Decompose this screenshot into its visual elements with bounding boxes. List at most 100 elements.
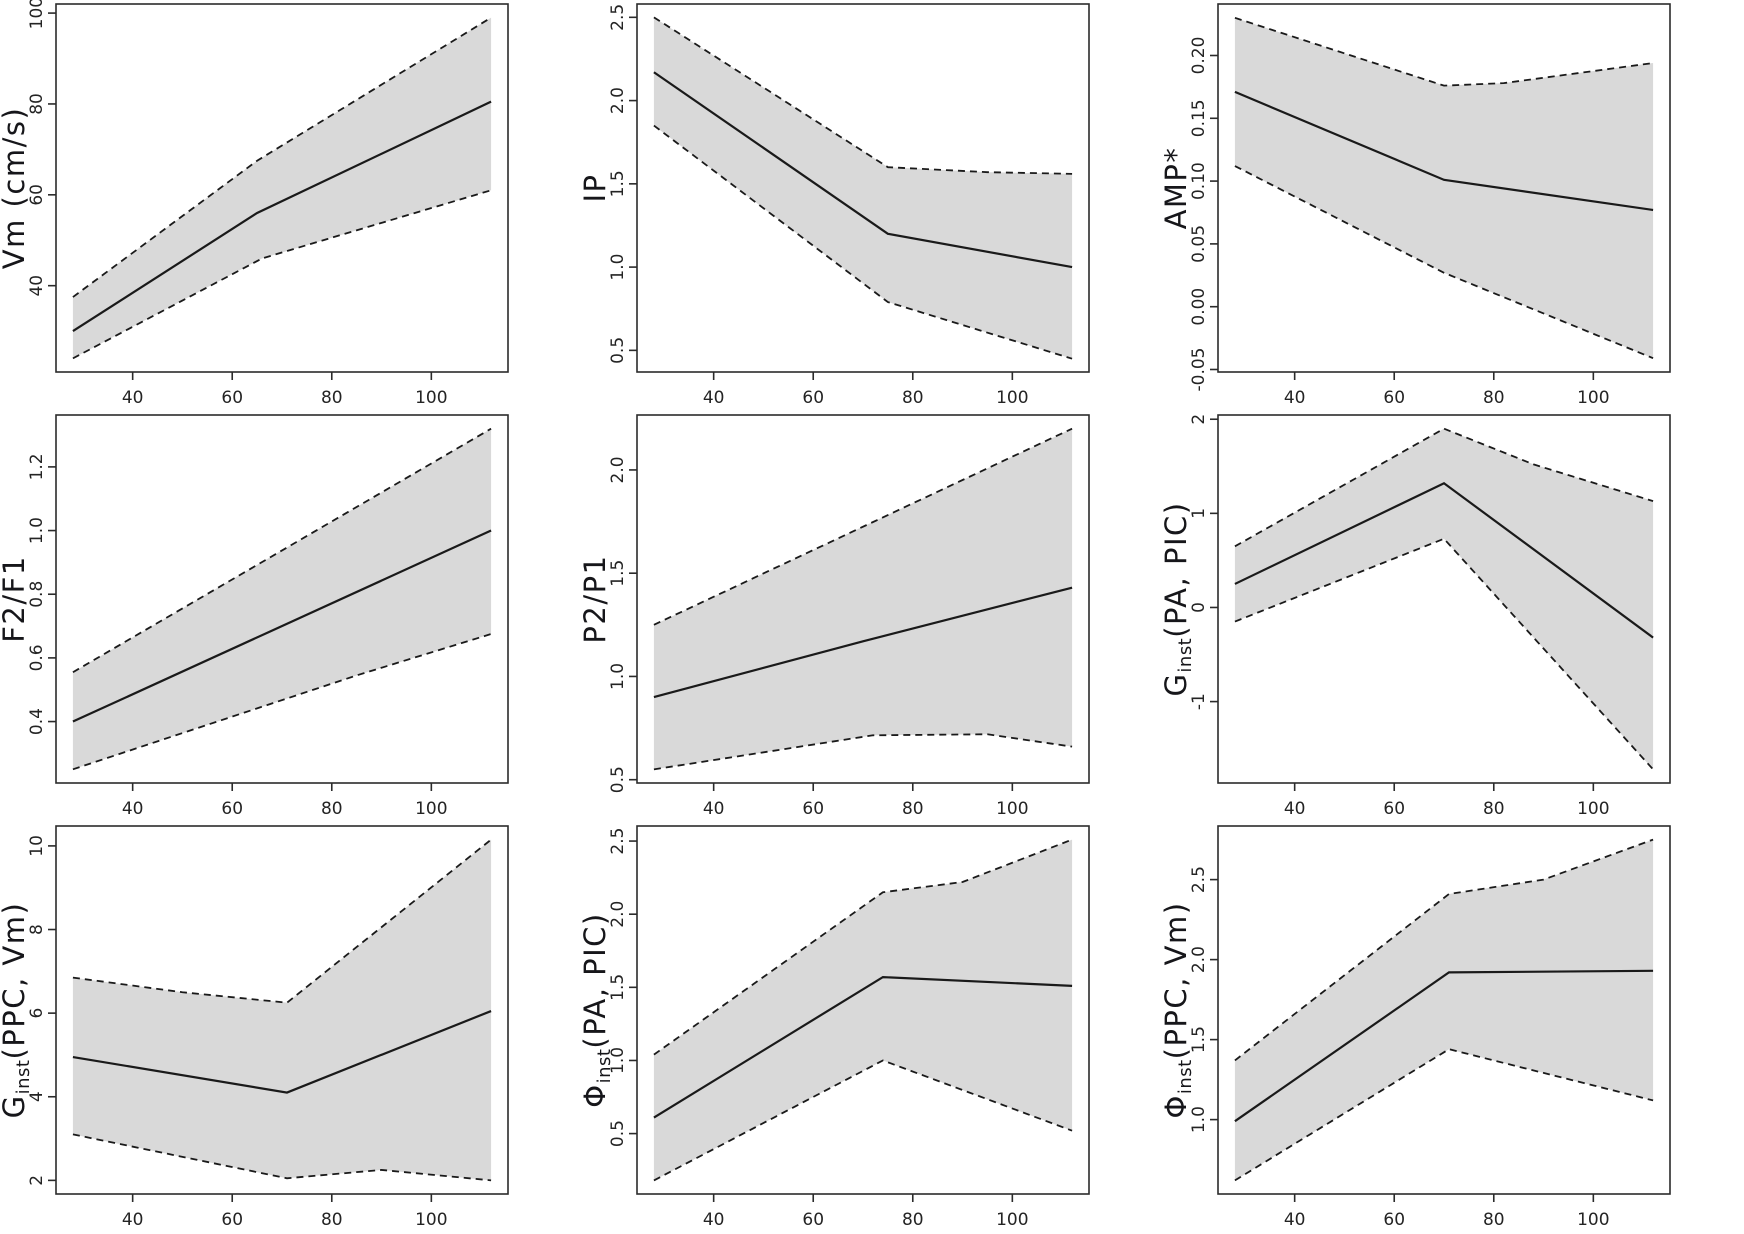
lower_ci-line xyxy=(653,1059,1073,1182)
y-tick-label: 0.6 xyxy=(27,644,47,671)
mean-line xyxy=(72,529,492,723)
y-tick-label: 2.0 xyxy=(1189,946,1209,973)
mean-line xyxy=(72,100,492,333)
mean-line xyxy=(653,975,1073,1119)
mean-line xyxy=(653,586,1073,699)
y-tick-label: 0.5 xyxy=(608,766,628,793)
x-tick-label: 40 xyxy=(703,799,725,819)
x-tick-label: 40 xyxy=(703,1210,725,1230)
y-tick-label: 2.0 xyxy=(608,901,628,928)
y-tick-label: 1.5 xyxy=(608,560,628,587)
y-tick-label: 0.10 xyxy=(1189,162,1209,200)
y-axis-title: Φinst(PPC, Vm) xyxy=(1162,901,1196,1118)
y-tick-label: 8 xyxy=(27,924,47,935)
x-tick-label: 40 xyxy=(1284,799,1306,819)
x-tick-label: 60 xyxy=(221,1210,243,1230)
upper_ci-line xyxy=(1234,427,1654,548)
y-tick-label: 4 xyxy=(27,1091,47,1102)
panel-phi-pa-pic: 40 60 80 100 0.5 1.0 1.5 2.0 2.5 Φinst(PA, PIC) xyxy=(581,822,1162,1234)
p2p1-chart: 40 60 80 100 0.5 1.0 1.5 2.0 P2/P1 xyxy=(581,414,1090,819)
plot-box xyxy=(636,825,1090,1195)
lower_ci-line xyxy=(72,189,492,360)
y-tick-label: 2.0 xyxy=(608,87,628,114)
confidence-band xyxy=(653,428,1073,770)
x-tick-label: 80 xyxy=(1483,1210,1505,1230)
lower_ci-line xyxy=(1234,165,1654,360)
y-tick-label: 60 xyxy=(27,184,47,206)
g-pa-pic-chart: 40 60 80 100 -1 0 1 2 Ginst(PA, PIC) xyxy=(1162,414,1671,819)
lower_ci-line xyxy=(1234,537,1654,770)
plot-box xyxy=(55,414,509,784)
confidence-band xyxy=(72,17,492,359)
y-axis-title: Ginst(PA, PIC) xyxy=(1162,501,1196,696)
x-tick-label: 100 xyxy=(996,1210,1028,1230)
panel-amp: 40 60 80 100 -0.05 0.00 0.05 0.10 0.15 0.20 AMP* xyxy=(1162,0,1744,411)
x-tick-label: 100 xyxy=(1577,799,1609,819)
x-tick-label: 60 xyxy=(1383,1210,1405,1230)
confidence-band xyxy=(653,839,1073,1181)
y-tick-label: 0.05 xyxy=(1189,225,1209,263)
y-tick-label: 10 xyxy=(27,835,47,857)
y-axis-title: P2/P1 xyxy=(581,554,612,643)
panel-ip: 40 60 80 100 0.5 1.0 1.5 2.0 2.5 IP xyxy=(581,0,1162,411)
y-tick-label: -1 xyxy=(1189,693,1209,710)
x-tick-label: 40 xyxy=(122,1210,144,1230)
mean-line xyxy=(1234,481,1654,639)
y-tick-label: 0.4 xyxy=(27,708,47,735)
plot-box xyxy=(1217,3,1671,373)
panel-vm: 40 60 80 100 40 60 80 100 Vm (cm/s) xyxy=(0,0,581,411)
g-ppc-vm-chart: 40 60 80 100 2 4 6 8 10 Ginst(PPC, Vm) xyxy=(0,825,509,1230)
y-tick-label: 0.8 xyxy=(27,581,47,608)
x-tick-label: 80 xyxy=(902,388,924,408)
confidence-band xyxy=(1234,839,1654,1181)
lower_ci-line xyxy=(653,124,1073,360)
y-axis-title: Φinst(PA, PIC) xyxy=(581,912,615,1107)
y-tick-label: 2 xyxy=(27,1175,47,1186)
y-tick-label: 0.5 xyxy=(608,337,628,364)
f2f1-chart: 40 60 80 100 0.4 0.6 0.8 1.0 1.2 F2/F1 xyxy=(0,414,509,819)
y-tick-label: -0.05 xyxy=(1189,347,1209,391)
y-tick-label: 1.5 xyxy=(1189,1026,1209,1053)
y-tick-label: 100 xyxy=(27,0,47,29)
amp-chart: 40 60 80 100 -0.05 0.00 0.05 0.10 0.15 0.20 AMP* xyxy=(1162,3,1671,408)
y-tick-label: 0.5 xyxy=(608,1120,628,1147)
y-tick-label: 2.0 xyxy=(608,456,628,483)
y-tick-label: 0.15 xyxy=(1189,99,1209,137)
phi-ppc-vm-chart: 40 60 80 100 1.0 1.5 2.0 2.5 Φinst(PPC, Vm) xyxy=(1162,825,1671,1230)
y-tick-label: 1.0 xyxy=(608,1047,628,1074)
ip-chart: 40 60 80 100 0.5 1.0 1.5 2.0 2.5 IP xyxy=(581,3,1090,408)
y-tick-label: 1.0 xyxy=(1189,1106,1209,1133)
confidence-band xyxy=(1234,428,1654,770)
x-tick-label: 60 xyxy=(221,388,243,408)
y-tick-label: 0.00 xyxy=(1189,288,1209,326)
x-tick-label: 80 xyxy=(321,1210,343,1230)
x-tick-label: 80 xyxy=(902,1210,924,1230)
x-tick-label: 40 xyxy=(1284,1210,1306,1230)
mean-line xyxy=(72,1010,492,1094)
panel-g-ppc-vm: 40 60 80 100 2 4 6 8 10 Ginst(PPC, Vm) xyxy=(0,822,581,1234)
y-tick-label: 6 xyxy=(27,1008,47,1019)
y-tick-label: 1.0 xyxy=(608,254,628,281)
y-tick-label: 1 xyxy=(1189,508,1209,519)
x-tick-label: 40 xyxy=(122,799,144,819)
confidence-band xyxy=(653,17,1073,359)
x-tick-label: 100 xyxy=(1577,388,1609,408)
x-tick-label: 80 xyxy=(902,799,924,819)
plot-box xyxy=(636,414,1090,784)
y-tick-label: 1.5 xyxy=(608,974,628,1001)
upper_ci-line xyxy=(72,427,492,673)
mean-line xyxy=(1234,90,1654,212)
x-tick-label: 40 xyxy=(1284,388,1306,408)
x-tick-label: 80 xyxy=(321,799,343,819)
x-tick-label: 100 xyxy=(415,799,447,819)
panel-p2p1: 40 60 80 100 0.5 1.0 1.5 2.0 P2/P1 xyxy=(581,411,1162,822)
x-tick-label: 60 xyxy=(1383,388,1405,408)
y-axis-title: F2/F1 xyxy=(0,555,31,643)
confidence-band xyxy=(72,839,492,1181)
y-tick-label: 1.5 xyxy=(608,170,628,197)
y-tick-label: 80 xyxy=(27,93,47,115)
x-tick-label: 60 xyxy=(802,1210,824,1230)
panel-phi-ppc-vm: 40 60 80 100 1.0 1.5 2.0 2.5 Φinst(PPC, Vm) xyxy=(1162,822,1744,1234)
plot-box xyxy=(55,825,509,1195)
